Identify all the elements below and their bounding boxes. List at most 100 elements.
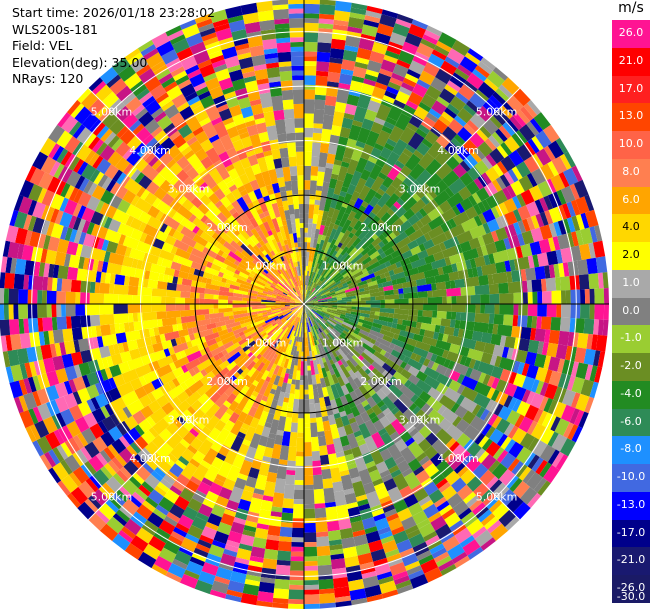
radar-gate: [448, 178, 466, 195]
colorbar-tick-label: -4.0: [620, 386, 642, 400]
radar-gate: [332, 305, 338, 308]
radar-gate: [329, 544, 343, 551]
azimuth-line: [87, 87, 521, 521]
radar-gate: [359, 508, 374, 521]
radar-gate: [266, 296, 281, 301]
radar-gate: [72, 158, 85, 173]
radar-gate: [48, 449, 61, 465]
radar-gate: [441, 407, 459, 424]
radar-gate: [53, 163, 65, 179]
radar-gate: [204, 41, 222, 55]
radar-gate: [76, 449, 89, 464]
radar-gate: [226, 203, 234, 212]
radar-gate: [294, 208, 300, 219]
radar-gate: [202, 447, 219, 465]
range-ring-label: 3.00km: [399, 414, 441, 427]
radar-gate: [486, 70, 505, 88]
radar-gate: [199, 169, 209, 179]
radar-gate: [430, 258, 447, 270]
radar-gate: [226, 589, 243, 598]
radar-gate: [289, 291, 297, 298]
colorbar-tick-label: -13.0: [616, 497, 646, 511]
radar-gate: [312, 267, 316, 273]
radar-gate: [493, 189, 508, 205]
radar-gate: [149, 245, 162, 257]
radar-gate: [232, 304, 247, 308]
radar-gate: [288, 306, 301, 316]
radar-gate: [323, 104, 336, 116]
radar-gate: [489, 499, 503, 513]
radar-gate: [392, 231, 408, 245]
radar-gate: [491, 179, 503, 192]
radar-gate: [488, 313, 495, 324]
radar-gate: [114, 323, 121, 334]
radar-gate: [296, 227, 301, 238]
radar-gate: [60, 150, 73, 166]
radar-gate: [343, 488, 355, 496]
radar-gate: [558, 263, 565, 278]
radar-gate: [278, 268, 289, 281]
radar-gate: [49, 343, 57, 358]
radar-gate: [233, 517, 246, 525]
radar-gate: [115, 332, 127, 344]
radar-gate: [546, 304, 557, 318]
radar-gate: [253, 444, 266, 461]
radar-gate: [106, 262, 123, 275]
radar-gate: [103, 293, 119, 304]
radar-gate: [304, 584, 319, 590]
radar-gate: [386, 41, 404, 55]
radar-gate: [327, 144, 338, 155]
radar-gate: [267, 272, 280, 283]
radar-gate: [27, 215, 37, 232]
radar-gate: [399, 126, 416, 145]
radar-gate: [364, 229, 375, 240]
range-ring-label: 5.00km: [91, 491, 133, 504]
radar-gate: [295, 286, 301, 296]
radar-gate: [294, 301, 300, 303]
radar-gate: [300, 375, 304, 381]
radar-gate: [361, 304, 371, 308]
radar-gate: [304, 232, 308, 238]
range-ring-label: 3.00km: [399, 183, 441, 196]
radar-gate: [112, 169, 123, 182]
radar-gate: [271, 506, 283, 513]
radar-gate: [404, 471, 421, 490]
radar-gate: [602, 272, 609, 289]
radar-gate: [292, 518, 304, 528]
radar-gate: [431, 100, 447, 116]
radar-gate: [541, 278, 547, 292]
radar-gate: [109, 273, 116, 285]
radar-gate: [384, 289, 395, 296]
radar-gate: [498, 84, 513, 99]
radar-gate: [138, 175, 153, 190]
radar-gate: [357, 321, 363, 327]
radar-gate: [439, 242, 447, 252]
radar-gate: [161, 258, 173, 269]
radar-gate: [163, 122, 176, 134]
radar-gate: [396, 172, 406, 182]
radar-gate: [346, 375, 359, 391]
radar-gate: [295, 311, 299, 316]
radar-gate: [232, 310, 248, 316]
radar-gate: [299, 213, 304, 219]
radar-gate: [298, 189, 304, 205]
colorbar-tick-label: 13.0: [618, 109, 644, 123]
radar-gate: [147, 512, 164, 528]
radar-gate: [304, 75, 316, 86]
radar-gate: [72, 435, 85, 450]
radar-gate: [74, 175, 86, 190]
radar-gate: [259, 92, 273, 109]
radar-gate: [231, 78, 246, 91]
radar-gate: [339, 469, 350, 477]
radar-gate: [295, 132, 304, 147]
radar-gate: [267, 311, 282, 318]
radar-gate: [334, 263, 340, 269]
radar-gate: [313, 123, 323, 129]
radar-gate: [293, 276, 297, 282]
radar-gate: [326, 81, 339, 88]
radar-gate: [504, 260, 512, 272]
radar-gate: [392, 283, 403, 290]
radar-gate: [270, 284, 280, 291]
radar-gate: [228, 250, 243, 263]
radar-gate: [181, 23, 200, 39]
